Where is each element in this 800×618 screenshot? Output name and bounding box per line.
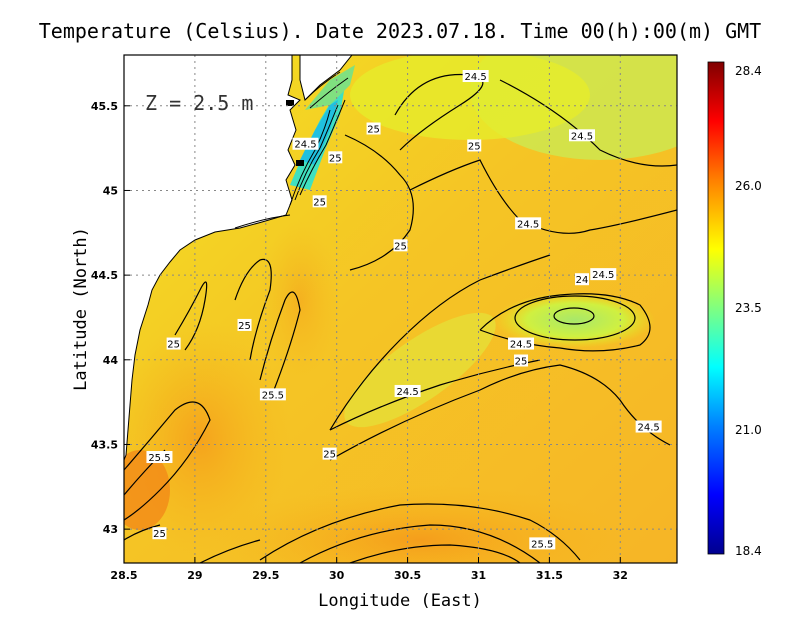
contour-label: 25 [367, 125, 380, 136]
contour-label-background [394, 384, 421, 397]
y-tick-label: 44.5 [91, 269, 118, 282]
y-axis-title: Latitude (North) [71, 227, 91, 391]
y-tick-label: 45.5 [91, 100, 118, 113]
contour-label: 25 [515, 356, 528, 367]
contour-label-background [514, 354, 529, 367]
colorbar-max-label: 28.4 [735, 64, 762, 78]
x-axis-title: Longitude (East) [318, 591, 482, 611]
contour-label: 24.5 [571, 131, 593, 142]
y-tick-label: 45 [103, 184, 118, 197]
depth-label: Z = 2.5 m [145, 91, 253, 115]
y-tick-label: 44 [103, 354, 119, 367]
contour-label-background [366, 122, 381, 135]
contour-label: 24 [576, 275, 589, 286]
contour-label: 25 [394, 241, 407, 252]
contour-label: 25 [238, 321, 251, 332]
y-axis-ticks: 43 43.5 44 44.5 45 45.5 [91, 100, 130, 536]
contour-label: 25 [313, 197, 326, 208]
colorbar: 28.4 26.0 23.5 21.0 18.4 [707, 61, 762, 558]
contour-label-background [508, 337, 535, 350]
contour-label-background [328, 151, 343, 164]
x-tick-label: 29 [187, 569, 202, 582]
contour-labels: 24.524.52424.52524.524.525252524.5252525… [146, 70, 662, 550]
colorbar-lower-label: 21.0 [735, 423, 762, 437]
plot-frame [123, 54, 678, 564]
colorbar-upper-label: 26.0 [735, 179, 762, 193]
contour-label-background [166, 337, 181, 350]
contour-label: 25 [167, 340, 180, 351]
contour-label-background [152, 527, 167, 540]
contour-label-background [292, 137, 319, 150]
contour-label-background [635, 420, 662, 433]
contour-label-background [574, 273, 589, 286]
contour-label: 25 [323, 450, 336, 461]
contour-label: 25.5 [262, 390, 284, 401]
contour-label: 25 [329, 153, 342, 164]
contour-label-background [590, 268, 617, 281]
contour-label-background [462, 70, 489, 83]
colorbar-gradient [707, 61, 725, 555]
y-tick-label: 43.5 [91, 438, 118, 451]
x-tick-label: 29.5 [252, 569, 279, 582]
contour-label: 25 [153, 529, 166, 540]
graticule [124, 55, 677, 563]
colorbar-min-label: 18.4 [735, 544, 762, 558]
x-tick-label: 30 [329, 569, 345, 582]
contour-label-background [568, 129, 595, 142]
contour-label: 24.5 [396, 387, 418, 398]
contour-label-background [312, 195, 327, 208]
contour-label-background [529, 537, 556, 550]
y-tick-label: 43 [103, 523, 118, 536]
contour-label-background [515, 217, 542, 230]
contour-label: 25 [468, 141, 481, 152]
contour-label-background [393, 239, 408, 252]
x-tick-label: 32 [613, 569, 628, 582]
land-mass [124, 55, 301, 461]
contour-label: 24.5 [638, 423, 660, 434]
x-tick-label: 31.5 [536, 569, 563, 582]
contour-label: 24.5 [510, 340, 532, 351]
contour-label: 24.5 [465, 72, 487, 83]
contour-label: 24.5 [517, 219, 539, 230]
contour-label-background [467, 139, 482, 152]
contour-label-background [146, 451, 173, 464]
x-tick-label: 28.5 [110, 569, 137, 582]
contour-label-background [322, 447, 337, 460]
map-title: Temperature (Celsius). Date 2023.07.18. … [39, 19, 761, 43]
contour-label-background [259, 388, 286, 401]
x-axis-ticks: 28.5 29 29.5 30 30.5 31 31.5 32 [110, 557, 628, 582]
contour-label-background [237, 318, 252, 331]
x-tick-label: 30.5 [394, 569, 421, 582]
contour-label: 25.5 [531, 539, 553, 550]
x-tick-label: 31 [471, 569, 486, 582]
contour-label: 25.5 [148, 453, 170, 464]
contour-label: 24.5 [592, 270, 614, 281]
colorbar-mid-label: 23.5 [735, 301, 762, 315]
contour-label: 24.5 [294, 140, 316, 151]
